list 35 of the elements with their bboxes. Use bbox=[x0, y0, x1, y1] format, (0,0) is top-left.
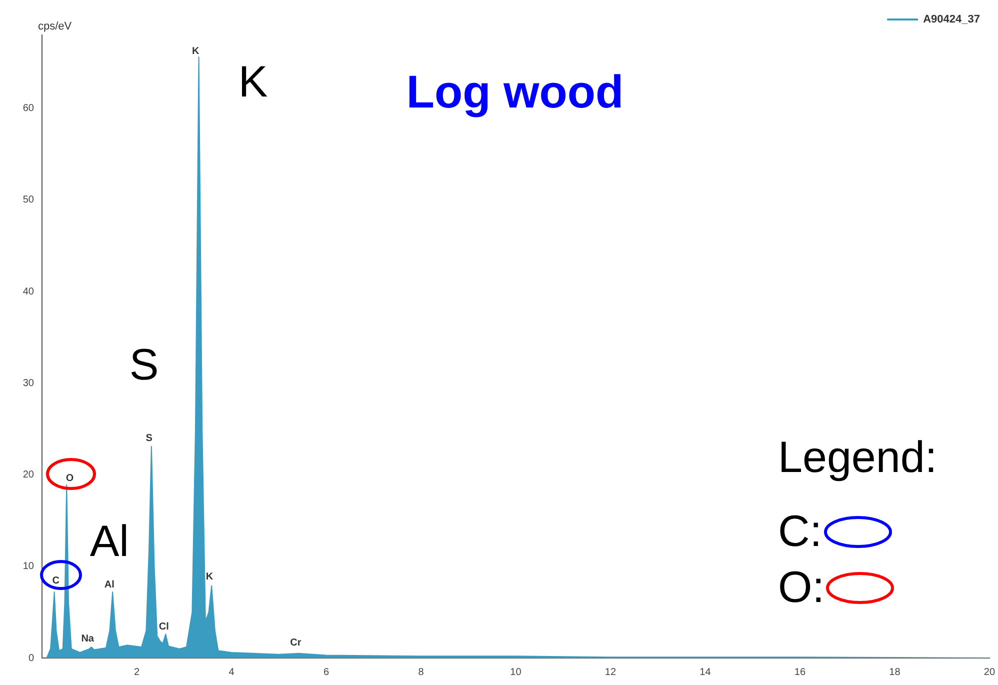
text: Log wood bbox=[406, 66, 624, 118]
annotation: Legend: bbox=[778, 432, 938, 484]
annotation: C: bbox=[778, 506, 822, 558]
annotation: Al bbox=[90, 516, 129, 566]
x-tick-label: 14 bbox=[700, 666, 712, 678]
y-tick-label: 20 bbox=[22, 470, 34, 481]
annotation: Al bbox=[104, 580, 115, 591]
x-tick-label: 18 bbox=[889, 666, 901, 678]
annotation: Cl bbox=[158, 622, 170, 633]
annotation: O bbox=[66, 473, 74, 484]
x-tick-label: 16 bbox=[794, 666, 806, 678]
x-tick-label: 4 bbox=[228, 666, 235, 678]
annotation: Na bbox=[81, 634, 94, 645]
annotation: Cr bbox=[290, 638, 302, 649]
y-tick-label: 50 bbox=[22, 194, 34, 206]
annotation: S bbox=[146, 433, 153, 444]
y-tick-label: 30 bbox=[22, 378, 34, 389]
annotation: K bbox=[206, 572, 214, 583]
x-tick-label: 20 bbox=[984, 666, 996, 678]
annotation: O: bbox=[778, 562, 824, 614]
x-tick-label: 12 bbox=[604, 666, 616, 678]
x-tick-label: 8 bbox=[418, 666, 424, 678]
y-tick-label: 40 bbox=[22, 286, 34, 298]
y-tick-label: 10 bbox=[22, 561, 34, 572]
annotation: K bbox=[238, 57, 268, 106]
x-tick-label: 6 bbox=[323, 666, 330, 678]
y-axis-title: cps/eV bbox=[38, 20, 72, 33]
x-tick-label: 10 bbox=[510, 666, 522, 678]
annotation: S bbox=[129, 340, 159, 390]
y-tick-label: 0 bbox=[28, 652, 34, 664]
annotation: K bbox=[192, 46, 200, 57]
annotation: C bbox=[52, 576, 60, 587]
legend-label: A90424_37 bbox=[923, 14, 980, 26]
x-tick-label: 2 bbox=[134, 666, 140, 678]
y-tick-label: 60 bbox=[22, 103, 34, 114]
